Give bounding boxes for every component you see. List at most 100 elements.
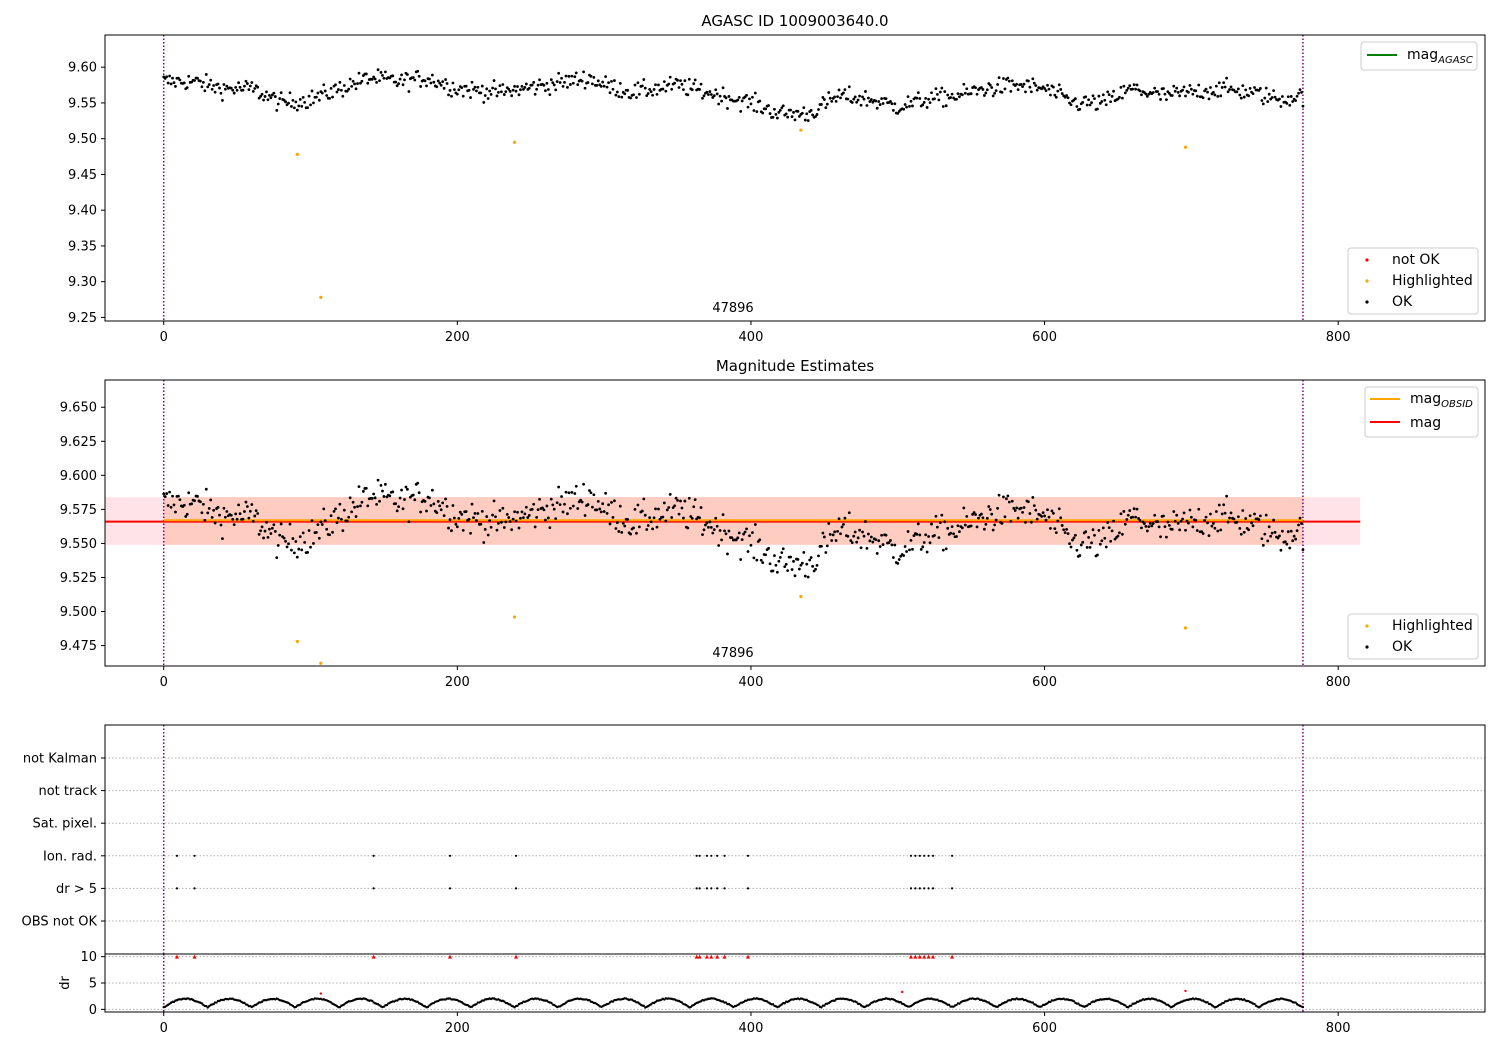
dr-point (820, 1006, 823, 1009)
ok-point (1179, 519, 1183, 523)
ok-point (786, 569, 790, 573)
ok-point (640, 84, 644, 88)
ok-point (608, 91, 612, 95)
ok-point (165, 75, 169, 79)
ok-point (869, 535, 873, 539)
ok-point (864, 520, 867, 523)
ok-point (1046, 83, 1049, 87)
ok-point (328, 533, 332, 537)
ok-point (269, 96, 273, 100)
ok-point (654, 83, 657, 87)
ok-point (598, 507, 602, 511)
ok-point (213, 90, 217, 94)
ok-point (1006, 494, 1010, 498)
ok-point (190, 502, 194, 506)
ok-point (635, 96, 638, 99)
ok-point (472, 516, 475, 519)
ok-point (803, 574, 807, 578)
ok-point (701, 96, 704, 100)
ok-point (416, 69, 420, 73)
ok-point (1264, 86, 1268, 90)
ok-point (1153, 86, 1157, 90)
ok-point (473, 512, 477, 515)
ok-point (435, 85, 439, 89)
ok-point (489, 93, 493, 96)
ok-point (364, 486, 368, 490)
ok-point (645, 94, 649, 97)
ok-point (1053, 527, 1057, 531)
flag-point (950, 854, 954, 857)
ok-point (279, 522, 283, 526)
ok-point (576, 83, 580, 87)
ok-point (1054, 95, 1058, 99)
ok-point (980, 86, 983, 89)
ok-point (773, 554, 776, 557)
panel-4-points (162, 954, 1305, 1009)
ok-point (1009, 519, 1013, 523)
ok-point (936, 92, 939, 96)
ok-point (1069, 545, 1073, 549)
ok-point (1184, 528, 1187, 532)
ok-point (223, 87, 227, 91)
ok-point (292, 106, 296, 110)
ok-point (582, 70, 585, 74)
ok-point (990, 86, 994, 89)
ok-point (1213, 526, 1217, 530)
ok-point (737, 95, 741, 99)
ok-point (1021, 510, 1024, 514)
dr-point (823, 1004, 826, 1007)
ok-point (916, 91, 920, 95)
ok-point (758, 538, 762, 542)
ok-point (243, 84, 246, 88)
flag-row-label: dr > 5 (56, 882, 97, 897)
ok-point (1050, 509, 1054, 513)
ok-point (1051, 85, 1055, 89)
ok-point (984, 522, 988, 526)
clipped-not-ok-marker (704, 954, 709, 959)
ok-point (438, 81, 442, 85)
dr-point (1049, 1000, 1052, 1004)
ok-point (489, 525, 493, 529)
ok-point (1197, 507, 1201, 511)
ok-point (1189, 515, 1193, 519)
ok-point (501, 506, 505, 510)
ok-point (1031, 77, 1035, 81)
ok-point (356, 82, 359, 85)
ok-point (470, 80, 474, 84)
ok-point (356, 505, 359, 508)
ok-point (549, 78, 553, 82)
ok-point (535, 87, 539, 91)
ok-point (938, 521, 942, 525)
not-ok-point (319, 992, 323, 995)
legend-label-not-ok: not OK (1392, 252, 1440, 268)
ok-point (516, 510, 519, 514)
ok-point (849, 539, 853, 542)
ok-point (263, 95, 267, 98)
ok-point (1288, 103, 1292, 107)
dr-point (783, 1002, 786, 1005)
ok-point (1022, 82, 1026, 86)
ok-point (758, 99, 762, 103)
ok-point (680, 82, 684, 86)
ok-point (573, 75, 577, 79)
ok-point (646, 524, 650, 527)
ok-point (1035, 88, 1039, 92)
ok-point (1201, 96, 1205, 100)
ok-point (614, 527, 618, 530)
ok-point (1191, 525, 1195, 529)
ok-point (962, 506, 966, 510)
ok-point (686, 93, 690, 97)
ok-point (291, 537, 295, 540)
ok-point (1219, 528, 1223, 532)
ok-point (1104, 103, 1108, 107)
ok-point (721, 513, 725, 516)
ok-point (530, 83, 534, 87)
ok-point (309, 103, 312, 107)
ok-point (203, 518, 207, 522)
ok-point (1159, 535, 1162, 539)
ok-point (523, 86, 527, 89)
panel-2-xtick-label: 0 (160, 675, 168, 690)
ok-point (796, 558, 800, 561)
ok-point (187, 74, 191, 78)
ok-point (507, 87, 511, 91)
